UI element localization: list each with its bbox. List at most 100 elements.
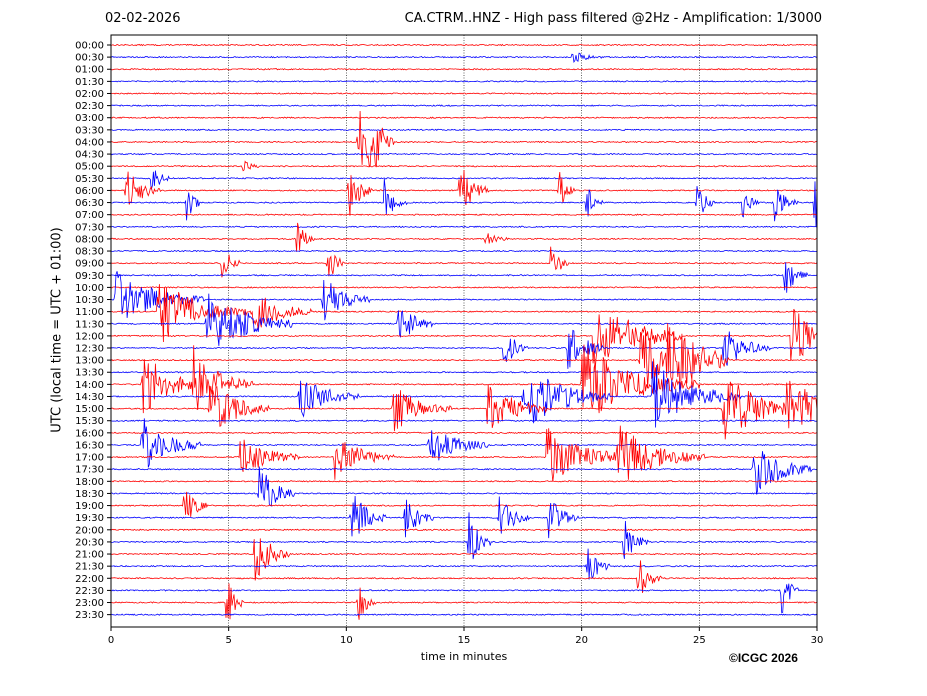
trace-group	[111, 43, 817, 620]
trace-19:30	[111, 495, 817, 539]
y-tick-label: 04:00	[75, 137, 104, 148]
y-tick-label: 20:00	[75, 525, 104, 536]
y-tick-label: 03:30	[75, 125, 104, 136]
trace-03:30	[111, 128, 817, 131]
x-tick-label: 15	[458, 635, 471, 646]
x-tick-label: 0	[108, 635, 114, 646]
y-tick-label: 02:30	[75, 101, 104, 112]
trace-00:00	[111, 43, 817, 47]
trace-16:30	[111, 418, 817, 468]
trace-09:00	[111, 246, 817, 278]
y-tick-label: 04:30	[75, 150, 104, 161]
y-tick-label: 18:30	[75, 489, 104, 500]
trace-23:00	[111, 583, 817, 620]
trace-05:00	[111, 160, 817, 172]
y-tick-label: 06:00	[75, 186, 104, 197]
y-tick-label: 23:00	[75, 598, 104, 609]
trace-01:00	[111, 68, 817, 71]
y-tick-label: 01:00	[75, 65, 104, 76]
trace-09:30	[111, 262, 817, 293]
trace-11:30	[111, 293, 817, 346]
y-tick-label: 00:30	[75, 53, 104, 64]
y-tick-label: 18:00	[75, 477, 104, 488]
trace-13:30	[111, 371, 817, 374]
y-tick-label: 13:30	[75, 368, 104, 379]
y-tick-label: 15:00	[75, 404, 104, 415]
trace-22:00	[111, 560, 817, 594]
trace-03:00	[111, 116, 817, 119]
x-axis-label: time in minutes	[420, 650, 508, 663]
trace-08:30	[111, 249, 817, 253]
y-tick-label: 01:30	[75, 77, 104, 88]
trace-20:00	[111, 528, 817, 532]
y-tick-label: 07:00	[75, 210, 104, 221]
y-tick-label: 12:30	[75, 344, 104, 355]
y-tick-label: 16:30	[75, 440, 104, 451]
trace-12:30	[111, 329, 817, 369]
y-tick-label: 09:00	[75, 259, 104, 270]
y-tick-label: 11:30	[75, 319, 104, 330]
y-tick-label: 16:00	[75, 428, 104, 439]
y-tick-label: 22:30	[75, 586, 104, 597]
trace-06:30	[111, 178, 817, 227]
x-tick-label: 20	[575, 635, 588, 646]
trace-16:00	[111, 431, 817, 434]
trace-12:00	[111, 308, 817, 372]
y-tick-label: 14:00	[75, 380, 104, 391]
y-tick-label: 23:30	[75, 610, 104, 621]
chart-title: CA.CTRM..HNZ - High pass filtered @2Hz -…	[404, 11, 822, 26]
y-tick-label: 09:30	[75, 271, 104, 282]
trace-17:30	[111, 451, 817, 495]
y-tick-label: 19:30	[75, 513, 104, 524]
trace-10:00	[111, 286, 817, 289]
y-tick-label: 15:30	[75, 416, 104, 427]
y-tick-label: 03:00	[75, 113, 104, 124]
trace-06:00	[111, 169, 817, 216]
record-date: 02-02-2026	[105, 11, 181, 26]
trace-02:00	[111, 92, 817, 95]
y-tick-label: 07:30	[75, 222, 104, 233]
trace-18:30	[111, 466, 817, 507]
trace-00:30	[111, 52, 817, 64]
trace-14:30	[111, 361, 817, 428]
y-tick-label: 14:30	[75, 392, 104, 403]
trace-04:00	[111, 110, 817, 168]
trace-18:00	[111, 480, 817, 483]
y-tick-label: 13:00	[75, 356, 104, 367]
trace-14:00	[111, 344, 817, 414]
y-tick-label: 12:00	[75, 331, 104, 342]
trace-13:00	[111, 323, 817, 389]
y-tick-label: 17:30	[75, 465, 104, 476]
y-tick-label: 21:30	[75, 562, 104, 573]
y-tick-label: 05:30	[75, 174, 104, 185]
trace-07:30	[111, 225, 817, 228]
y-tick-label: 00:00	[75, 41, 104, 52]
y-tick-label: 05:00	[75, 162, 104, 173]
trace-08:00	[111, 222, 817, 252]
x-tick-label: 10	[340, 635, 353, 646]
x-tick-label: 25	[693, 635, 706, 646]
y-tick-label: 22:00	[75, 574, 104, 585]
copyright-notice: ©ICGC 2026	[729, 651, 798, 665]
y-tick-label: 10:30	[75, 295, 104, 306]
trace-07:00	[111, 213, 817, 216]
trace-23:30	[111, 613, 817, 616]
x-tick-label: 30	[811, 635, 824, 646]
y-tick-label: 19:00	[75, 501, 104, 512]
trace-21:30	[111, 548, 817, 580]
trace-10:30	[111, 271, 817, 321]
trace-20:30	[111, 512, 817, 560]
y-tick-label: 11:00	[75, 307, 104, 318]
trace-04:30	[111, 152, 817, 156]
y-tick-label: 08:00	[75, 234, 104, 245]
y-tick-label: 06:30	[75, 198, 104, 209]
y-tick-label: 02:00	[75, 89, 104, 100]
x-tick-label: 5	[225, 635, 231, 646]
y-tick-label: 08:30	[75, 247, 104, 258]
trace-02:30	[111, 104, 817, 107]
y-tick-label: 10:00	[75, 283, 104, 294]
trace-21:00	[111, 538, 817, 581]
trace-15:30	[111, 419, 817, 422]
